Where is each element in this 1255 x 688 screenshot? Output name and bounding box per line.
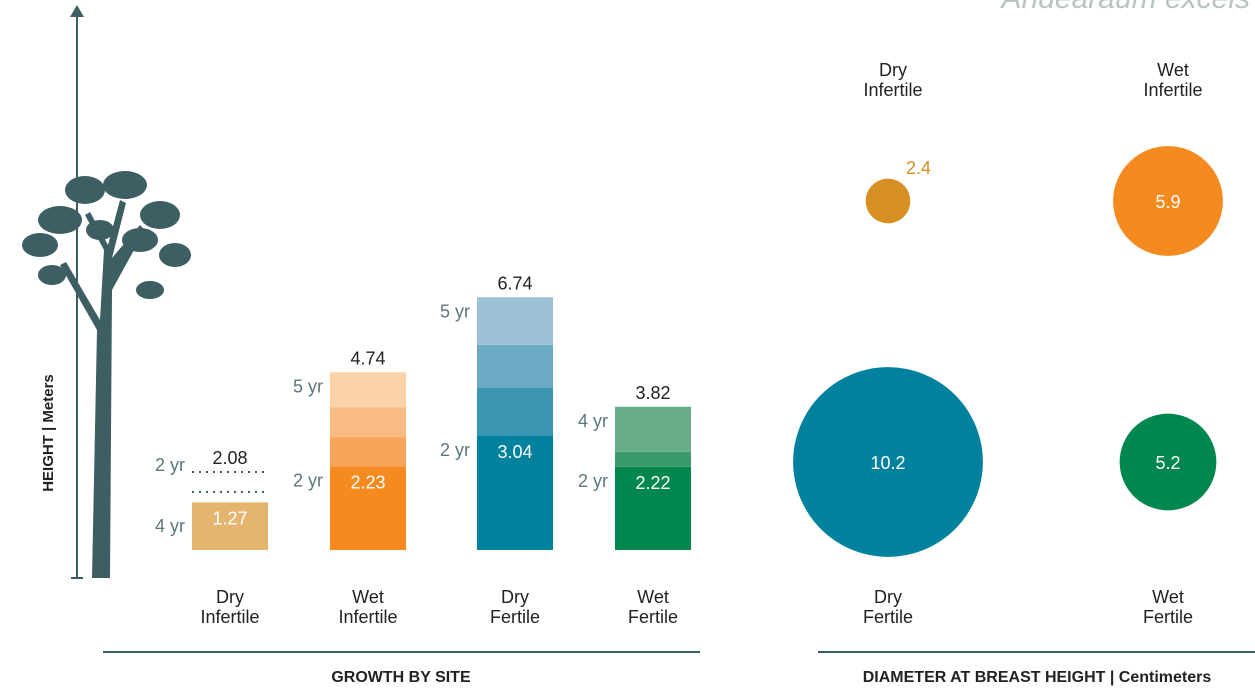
bar-segment	[477, 345, 553, 388]
category-label: Wet	[1152, 587, 1184, 607]
category-label: Infertile	[863, 80, 922, 100]
year-label: 2 yr	[155, 455, 185, 475]
year-label: 2 yr	[293, 470, 323, 490]
category-label: Infertile	[1143, 80, 1202, 100]
axis-arrow	[70, 5, 84, 17]
total-label: 2.08	[212, 448, 247, 468]
year-label: 4 yr	[578, 411, 608, 431]
category-label: Fertile	[1143, 607, 1193, 627]
chart-title: Andearaum excels	[1000, 0, 1250, 15]
category-label: Wet	[352, 587, 384, 607]
total-label: 4.74	[350, 348, 385, 368]
value-label: 1.27	[212, 508, 247, 528]
category-label: Infertile	[200, 607, 259, 627]
bar-segment	[615, 452, 691, 467]
category-label: Dry	[874, 587, 902, 607]
category-label: Infertile	[338, 607, 397, 627]
bar-segment	[330, 438, 406, 467]
year-label: 4 yr	[155, 516, 185, 536]
category-label: Dry	[879, 60, 907, 80]
bar-segment	[330, 372, 406, 407]
bar-segment	[615, 407, 691, 452]
bar-segment	[330, 408, 406, 438]
x-axis-label: DIAMETER AT BREAST HEIGHT | Centimeters	[863, 669, 1212, 686]
value-label: 2.4	[906, 158, 931, 178]
infographic: HEIGHT | Meters GROWTH BY SITE DIAMETER …	[0, 0, 1255, 688]
year-label: 2 yr	[440, 440, 470, 460]
value-label: 2.22	[635, 473, 670, 493]
total-label: 3.82	[635, 383, 670, 403]
category-label: Fertile	[490, 607, 540, 627]
value-label: 5.2	[1155, 453, 1180, 473]
category-label: Fertile	[628, 607, 678, 627]
bar-segment	[477, 297, 553, 345]
y-axis-label: HEIGHT | Meters	[40, 374, 57, 492]
total-label: 6.74	[497, 273, 532, 293]
category-label: Wet	[637, 587, 669, 607]
bar-segment	[477, 388, 553, 436]
category-label: Fertile	[863, 607, 913, 627]
category-label: Dry	[501, 587, 529, 607]
year-label: 5 yr	[293, 376, 323, 396]
x-axis-label: GROWTH BY SITE	[331, 669, 471, 686]
year-label: 5 yr	[440, 301, 470, 321]
value-label: 3.04	[497, 442, 532, 462]
value-label: 10.2	[870, 453, 905, 473]
year-label: 2 yr	[578, 471, 608, 491]
value-label: 2.23	[350, 472, 385, 492]
bubble	[866, 179, 911, 224]
category-label: Wet	[1157, 60, 1189, 80]
value-label: 5.9	[1155, 192, 1180, 212]
category-label: Dry	[216, 587, 244, 607]
